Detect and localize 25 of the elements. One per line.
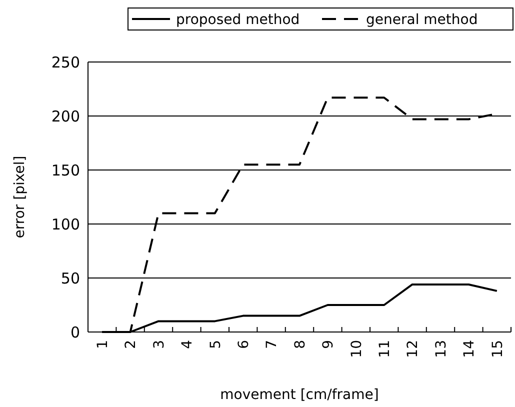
x-tick-label: 3 <box>151 340 168 349</box>
x-tick-label: 13 <box>433 340 450 358</box>
x-tick-label: 7 <box>264 340 280 349</box>
y-axis-title: error [pixel] <box>12 156 28 238</box>
x-tick-label: 9 <box>320 340 337 349</box>
y-tick-label: 150 <box>51 161 80 180</box>
x-tick-label: 8 <box>292 340 308 349</box>
x-tick-label: 5 <box>208 340 224 349</box>
x-axis-title: movement [cm/frame] <box>220 387 379 403</box>
y-tick-label: 100 <box>51 215 80 234</box>
x-tick-label: 15 <box>490 340 506 358</box>
y-tick-label: 50 <box>60 269 80 288</box>
x-tick-label: 6 <box>236 340 252 349</box>
legend-label: general method <box>366 12 478 28</box>
x-tick-label: 12 <box>405 340 422 358</box>
x-tick-label: 2 <box>123 340 140 349</box>
legend-label: proposed method <box>176 12 300 28</box>
x-tick-label: 1 <box>95 340 111 349</box>
x-tick-label: 11 <box>377 340 393 358</box>
x-tick-label: 14 <box>462 340 478 358</box>
y-tick-label: 0 <box>70 323 80 342</box>
y-tick-label: 250 <box>51 53 80 72</box>
x-tick-label: 10 <box>348 340 365 358</box>
x-tick-label: 4 <box>180 340 196 349</box>
y-tick-label: 200 <box>51 107 80 126</box>
